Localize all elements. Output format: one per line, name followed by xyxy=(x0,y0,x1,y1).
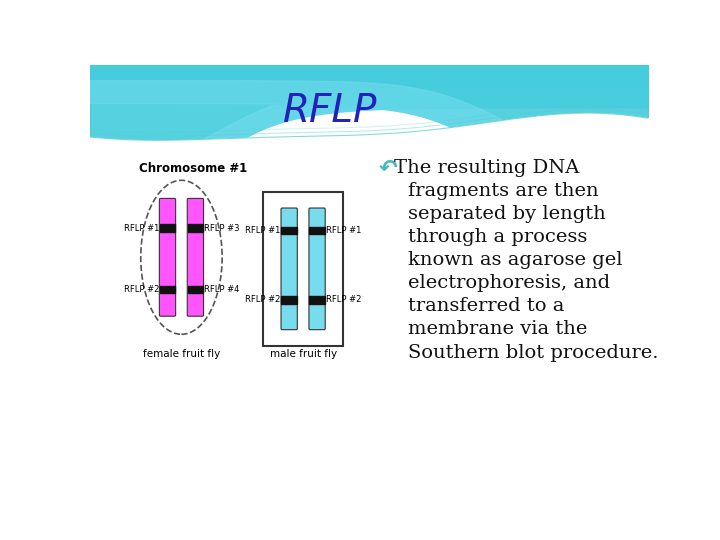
Text: The resulting DNA: The resulting DNA xyxy=(394,159,579,177)
Text: ↶: ↶ xyxy=(378,159,397,179)
Text: RFLP #1: RFLP #1 xyxy=(246,226,281,235)
Bar xyxy=(188,286,203,294)
Bar xyxy=(160,286,175,294)
Bar xyxy=(263,192,343,346)
Text: RFLP #2: RFLP #2 xyxy=(246,295,281,304)
Text: RFLP #2: RFLP #2 xyxy=(325,295,361,304)
Text: through a process: through a process xyxy=(408,228,587,246)
Text: known as agarose gel: known as agarose gel xyxy=(408,251,622,269)
Text: RFLP #1: RFLP #1 xyxy=(124,224,159,233)
Bar xyxy=(282,226,297,234)
Text: transferred to a: transferred to a xyxy=(408,298,564,315)
FancyBboxPatch shape xyxy=(187,198,204,316)
FancyBboxPatch shape xyxy=(309,208,325,330)
Text: RFLP #1: RFLP #1 xyxy=(325,226,361,235)
Bar xyxy=(310,296,325,303)
Text: separated by length: separated by length xyxy=(408,205,606,223)
Text: RFLP #2: RFLP #2 xyxy=(124,285,159,294)
Text: electrophoresis, and: electrophoresis, and xyxy=(408,274,610,292)
Text: RFLP: RFLP xyxy=(283,92,377,130)
FancyBboxPatch shape xyxy=(159,198,176,316)
Text: male fruit fly: male fruit fly xyxy=(269,348,337,359)
Text: RFLP #3: RFLP #3 xyxy=(204,224,240,233)
Bar xyxy=(282,296,297,303)
Text: female fruit fly: female fruit fly xyxy=(143,348,220,359)
Text: membrane via the: membrane via the xyxy=(408,320,587,339)
Text: RFLP #4: RFLP #4 xyxy=(204,285,239,294)
Text: Chromosome #1: Chromosome #1 xyxy=(139,162,247,176)
Bar xyxy=(160,224,175,232)
Bar xyxy=(310,226,325,234)
FancyBboxPatch shape xyxy=(281,208,297,330)
Text: fragments are then: fragments are then xyxy=(408,182,598,200)
Bar xyxy=(188,224,203,232)
Text: Southern blot procedure.: Southern blot procedure. xyxy=(408,343,658,362)
